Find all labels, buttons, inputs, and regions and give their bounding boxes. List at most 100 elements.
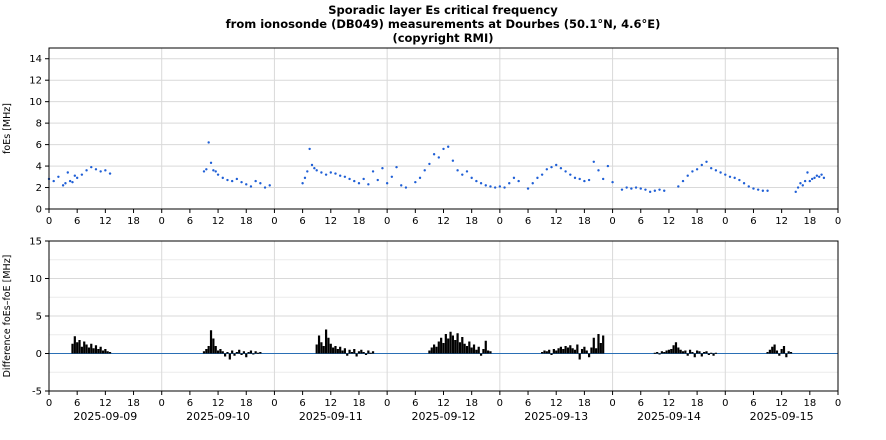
diff-date-label: 2025-09-11 (299, 410, 363, 423)
foes-xtick-label: 0 (384, 216, 390, 227)
diff-bar (78, 340, 81, 354)
diff-bar (369, 352, 372, 354)
diff-bar (710, 352, 713, 354)
foes-xtick-label: 6 (750, 216, 756, 227)
foes-point (536, 176, 539, 180)
foes-point (400, 184, 403, 187)
diff-bar (571, 348, 574, 354)
foes-point (526, 187, 530, 190)
diff-bar (458, 342, 462, 354)
foes-point (606, 164, 610, 168)
foes-point (818, 175, 821, 178)
diff-bar (350, 352, 354, 354)
diff-bar (228, 353, 231, 360)
foes-xtick-label: 0 (609, 216, 615, 227)
diff-ylabel: Difference foEs–foE [MHz] (2, 255, 13, 378)
foes-ytick-label: 10 (29, 97, 42, 108)
diff-bar (327, 337, 330, 354)
diff-bar (249, 350, 253, 354)
foes-point (799, 182, 802, 185)
diff-ytick-label: 5 (36, 312, 42, 323)
foes-point (446, 145, 450, 148)
foes-point (634, 186, 638, 189)
diff-bar (670, 349, 673, 354)
diff-bar (320, 342, 323, 354)
diff-xtick-label: 0 (384, 398, 390, 409)
foes-xtick-label: 18 (353, 216, 366, 227)
diff-bar (87, 347, 91, 354)
diff-bar (437, 341, 440, 354)
diff-bar (219, 349, 222, 354)
diff-ytick-label: 15 (29, 237, 42, 248)
diff-bar (602, 335, 605, 354)
foes-point (80, 173, 84, 176)
diff-bar (698, 351, 701, 354)
foes-point (681, 179, 685, 183)
diff-bar (322, 346, 325, 354)
foes-point (597, 169, 600, 172)
diff-xtick-label: 6 (412, 398, 418, 409)
diff-bar (569, 345, 572, 354)
foes-point (432, 153, 436, 156)
diff-bar (573, 349, 577, 354)
foes-point (418, 176, 422, 180)
diff-xtick-label: 0 (159, 398, 165, 409)
diff-bar (576, 344, 579, 354)
diff-bar (773, 344, 776, 354)
diff-xtick-label: 6 (525, 398, 531, 409)
diff-bar (332, 347, 335, 354)
diff-bar (247, 352, 250, 354)
diff-xtick-label: 12 (324, 398, 337, 409)
foes-xtick-label: 0 (722, 216, 728, 227)
foes-point (815, 174, 819, 177)
foes-point (85, 169, 88, 172)
diff-bar (76, 342, 79, 354)
diff-bar (787, 351, 790, 354)
foes-point (216, 173, 220, 176)
diff-xtick-label: 0 (497, 398, 503, 409)
diff-bar (768, 349, 772, 354)
foes-point (61, 184, 65, 187)
foes-ytick-label: 0 (36, 205, 42, 216)
diff-bar (202, 351, 206, 354)
diff-date-label: 2025-09-13 (524, 410, 588, 423)
foes-point (766, 189, 769, 192)
diff-bar (775, 350, 779, 354)
diff-bar (785, 353, 788, 358)
foes-xtick-label: 12 (775, 216, 788, 227)
diff-bar (256, 352, 260, 354)
diff-bar (656, 352, 659, 354)
foes-xtick-label: 12 (99, 216, 112, 227)
chart-title-line-3: (copyright RMI) (392, 31, 494, 45)
diff-bar (463, 343, 466, 354)
foes-point (456, 169, 459, 172)
diff-bar (468, 341, 471, 354)
foes-point (343, 175, 347, 178)
foes-plot-frame (48, 47, 839, 210)
diff-xtick-label: 12 (550, 398, 563, 409)
foes-point (644, 188, 647, 191)
diff-bar (451, 335, 454, 354)
diff-bar (317, 335, 321, 354)
diff-bar (106, 351, 109, 354)
foes-point (71, 180, 74, 184)
foes-point (315, 169, 318, 172)
foes-point (700, 163, 704, 167)
diff-bar (90, 343, 93, 354)
foes-point (212, 169, 215, 172)
foes-point (404, 186, 408, 189)
foes-point (573, 176, 577, 180)
diff-bar (658, 353, 661, 355)
foes-point (728, 175, 732, 178)
foes-point (235, 177, 239, 181)
diff-bar (679, 349, 682, 354)
diff-bar (80, 346, 83, 354)
foes-xtick-label: 0 (46, 216, 52, 227)
foes-point (691, 170, 694, 173)
diff-bar (224, 353, 227, 357)
diff-bar (555, 350, 558, 354)
diff-xtick-label: 18 (691, 398, 704, 409)
diff-bar (595, 348, 598, 354)
diff-bar (238, 349, 241, 354)
diff-bar (578, 353, 581, 360)
